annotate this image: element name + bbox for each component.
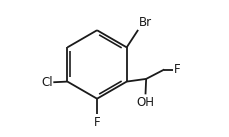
Text: F: F bbox=[94, 116, 100, 129]
Text: Cl: Cl bbox=[41, 76, 53, 89]
Text: OH: OH bbox=[136, 96, 155, 109]
Text: Br: Br bbox=[139, 16, 152, 29]
Text: F: F bbox=[174, 63, 181, 76]
